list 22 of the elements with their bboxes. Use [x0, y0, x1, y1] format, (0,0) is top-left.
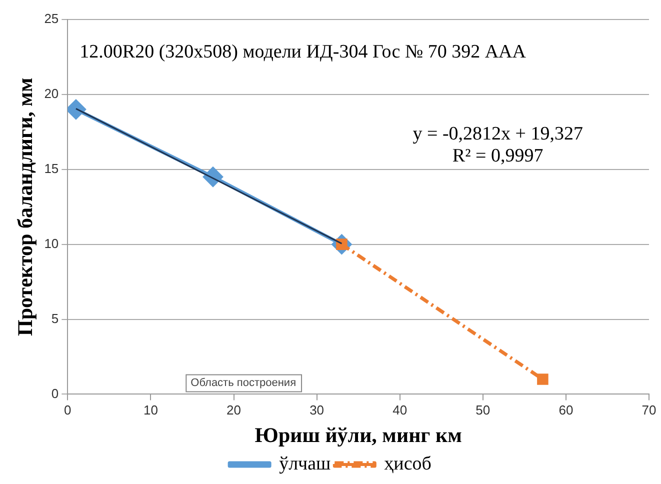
annotation: R² = 0,9997 [452, 145, 544, 166]
y-tick-label: 0 [51, 386, 59, 401]
x-tick-label: 10 [143, 402, 158, 418]
y-tick-label: 25 [44, 11, 59, 26]
x-tick-label: 40 [392, 402, 408, 418]
x-tick-label: 70 [642, 402, 656, 418]
text: 12.00R20 (320x508) модели ИД-304 Гос № 70 392 ААА [80, 41, 526, 62]
y-tick-label: 10 [44, 236, 59, 251]
y-tick-label: 5 [51, 310, 59, 326]
x-tick-label: 30 [310, 402, 324, 418]
x-tick-label: 20 [226, 402, 241, 418]
annotation: y = -0,2812x + 19,327 [412, 123, 583, 144]
y-tick-label: 15 [44, 160, 59, 176]
x-axis-title: Юриш йўли, минг км [254, 422, 462, 447]
x-tick-label: 0 [64, 402, 72, 418]
y-axis-title: Протектор баландлиги, мм [13, 78, 38, 336]
legend-label: ҳисоб [384, 453, 432, 474]
legend-label: ўлчаш [279, 453, 332, 474]
x-tick-label: 50 [476, 402, 490, 418]
y-tick-label: 20 [44, 86, 59, 102]
x-tick-label: 60 [558, 402, 574, 418]
annotation: Область построения [190, 377, 296, 390]
